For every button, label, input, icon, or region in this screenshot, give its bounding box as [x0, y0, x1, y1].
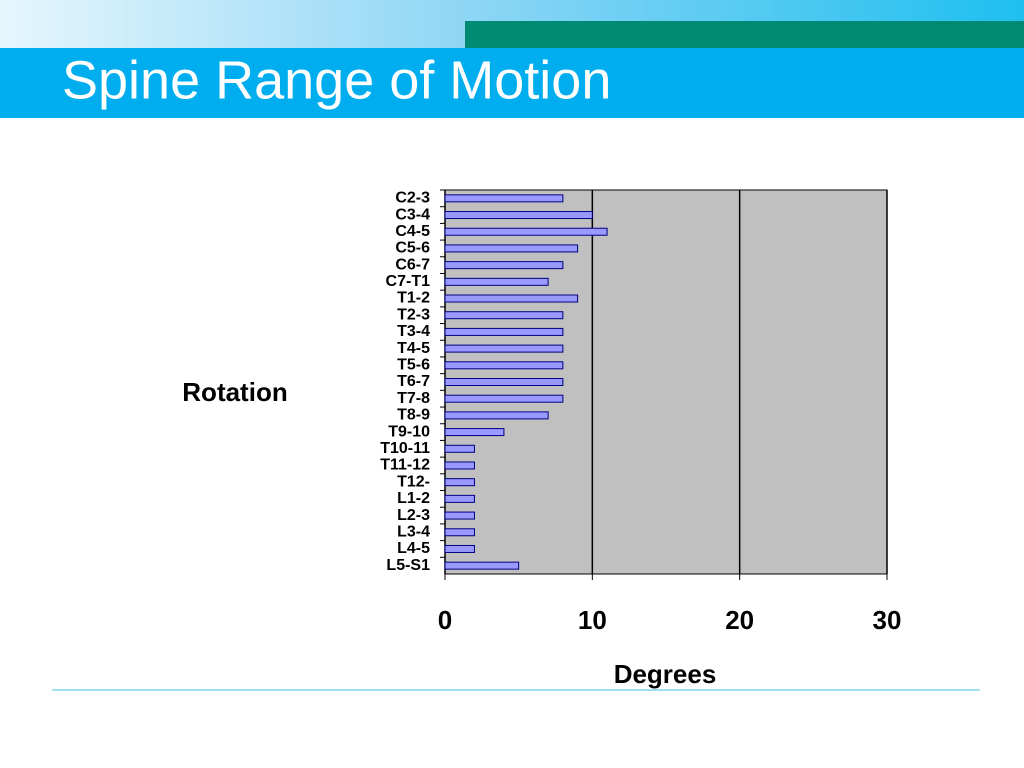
x-tick-label: 0 [438, 605, 452, 635]
bar [444, 444, 475, 453]
bar [444, 411, 549, 420]
bar [444, 311, 564, 320]
x-tick-label: 20 [725, 605, 754, 635]
y-tick-label: L4-5 [397, 540, 430, 557]
y-tick-label: L2-3 [397, 507, 430, 524]
bar [444, 378, 564, 386]
bar [444, 211, 593, 220]
y-tick-label: L1-2 [397, 490, 430, 507]
header-gradient [465, 0, 1024, 21]
bar [444, 394, 564, 403]
y-tick-label: T7-8 [397, 390, 430, 407]
x-tick-label: 30 [873, 605, 902, 635]
header-bar [465, 21, 1024, 48]
bar [444, 494, 475, 503]
bar [444, 294, 579, 303]
y-tick-label: C7-T1 [386, 273, 431, 290]
bar [444, 344, 564, 353]
y-tick-label: C3-4 [395, 206, 430, 223]
bar [444, 227, 608, 236]
bar [444, 244, 579, 253]
y-tick-label: T12- [397, 473, 430, 490]
y-axis-title: Rotation [182, 377, 287, 407]
header-band [0, 48, 1024, 118]
y-tick-label: T1-2 [397, 290, 430, 307]
y-tick-label: C4-5 [395, 223, 430, 240]
y-tick-label: T5-6 [397, 357, 430, 374]
y-tick-label: T6-7 [397, 373, 430, 390]
y-tick-label: T3-4 [397, 323, 430, 340]
y-tick-label: C2-3 [395, 190, 430, 207]
y-tick-label: C5-6 [395, 240, 430, 257]
bar [444, 361, 564, 370]
bar [444, 561, 520, 570]
y-tick-label: L3-4 [397, 523, 430, 540]
header-gradient [0, 0, 465, 48]
x-axis-title: Degrees [614, 659, 717, 689]
x-tick-label: 10 [578, 605, 607, 635]
y-tick-label: T8-9 [397, 407, 430, 424]
bar [444, 428, 505, 437]
bar [444, 261, 564, 270]
y-tick-label: L5-S1 [386, 557, 430, 574]
bar [444, 461, 475, 470]
bar [444, 511, 475, 520]
bar [444, 478, 475, 487]
bar [444, 528, 475, 537]
bar [444, 277, 549, 286]
y-tick-label: C6-7 [395, 256, 430, 273]
bar [444, 327, 564, 336]
slide-title: Spine Range of Motion [62, 50, 611, 110]
bar [444, 544, 475, 553]
y-tick-label: T4-5 [397, 340, 430, 357]
bar [444, 194, 564, 203]
y-tick-label: T10-11 [380, 440, 430, 457]
y-tick-label: T9-10 [388, 423, 430, 440]
y-tick-label: T11-12 [380, 457, 430, 474]
y-tick-label: T2-3 [397, 306, 430, 323]
